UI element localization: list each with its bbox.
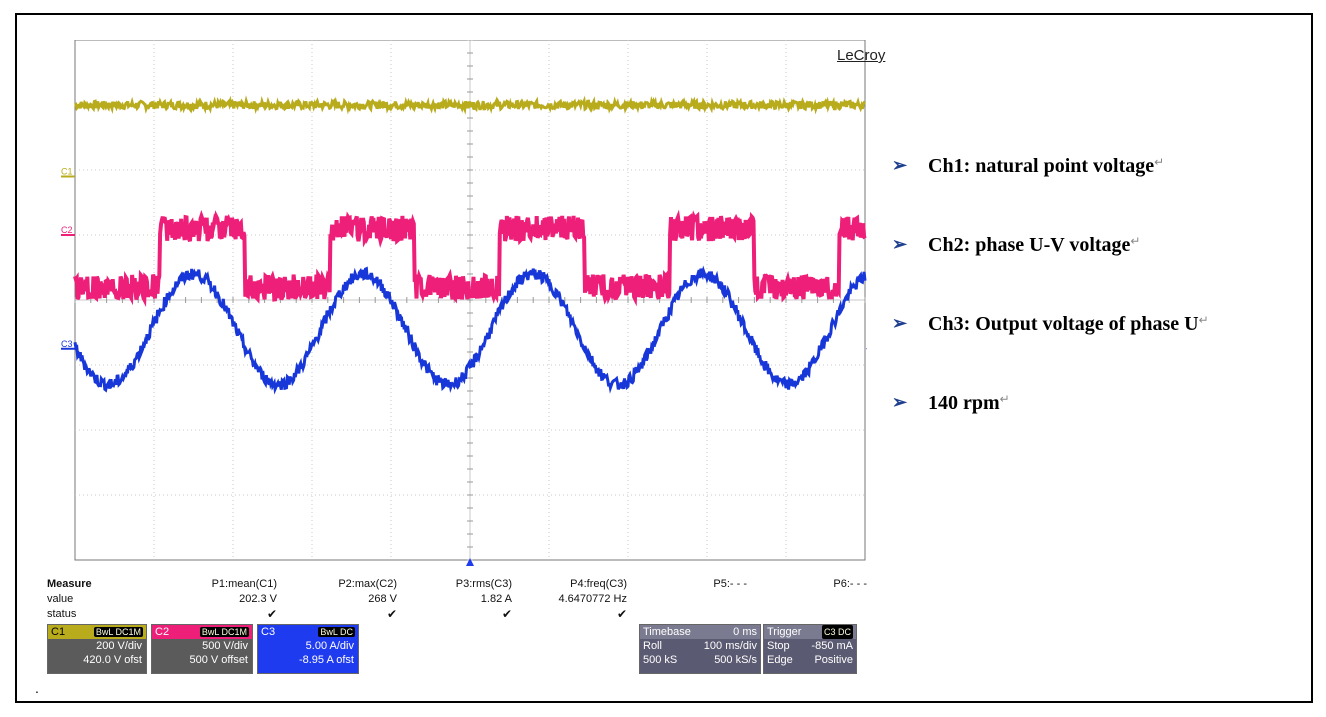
legend-item-rpm: ➢ 140 rpm ↵ bbox=[892, 392, 1209, 471]
measure-row-status: status bbox=[47, 608, 77, 620]
trigger-type: Edge bbox=[767, 654, 793, 666]
lecroy-logo: LeCroy bbox=[837, 47, 886, 64]
measure-table: Measure value status P1:mean(C1) 202.3 V… bbox=[47, 578, 867, 638]
legend-text: Ch2: phase U-V voltage bbox=[928, 234, 1131, 256]
channel-marker-label: C2 bbox=[61, 225, 73, 235]
legend-item-ch1: ➢ Ch1: natural point voltage ↵ bbox=[892, 155, 1209, 234]
channel-box-c1[interactable]: C1 BwL DC1M 200 V/div 420.0 V ofst bbox=[47, 624, 147, 674]
measure-status-p4: ✔ bbox=[616, 607, 627, 621]
measure-col-p2: P2:max(C2) bbox=[338, 578, 397, 590]
trigger-state: Stop bbox=[767, 640, 790, 652]
timebase-rate: 100 ms/div bbox=[703, 640, 757, 652]
trace-c1 bbox=[74, 95, 866, 115]
corner-dot: . bbox=[35, 680, 39, 696]
return-mark: ↵ bbox=[1198, 313, 1209, 327]
arrow-bullet-icon: ➢ bbox=[892, 155, 908, 175]
measure-col-p3: P3:rms(C3) bbox=[455, 578, 512, 590]
channel-id: C3 bbox=[261, 626, 276, 638]
measure-val-p3: 1.82 A bbox=[480, 593, 512, 605]
channel-scale: 500 V/div bbox=[202, 640, 248, 652]
channel-marker-label: C3 bbox=[61, 339, 73, 349]
scope-grid: C1 C2 C3 bbox=[61, 40, 867, 566]
trace-c3 bbox=[73, 265, 867, 395]
channel-box-c2[interactable]: C2 BwL DC1M 500 V/div 500 V offset bbox=[151, 624, 253, 674]
measure-col-p5: P5:- - - bbox=[713, 578, 747, 590]
channel-coupling: BwL DC bbox=[318, 627, 355, 637]
figure-frame: C1 C2 C3 LeCroy Measure value status P1:me… bbox=[15, 13, 1313, 703]
return-mark: ↵ bbox=[1130, 234, 1141, 248]
channel-id: C2 bbox=[155, 626, 170, 638]
measure-status-p1: ✔ bbox=[266, 607, 277, 621]
measure-title: Measure bbox=[47, 578, 92, 590]
measure-val-p1: 202.3 V bbox=[239, 593, 277, 605]
legend-text: 140 rpm bbox=[928, 392, 1000, 414]
measure-col-p6: P6:- - - bbox=[833, 578, 867, 590]
legend-text: Ch1: natural point voltage bbox=[928, 155, 1155, 177]
timebase-sample-rate: 500 kS/s bbox=[714, 654, 757, 666]
channel-scale: 200 V/div bbox=[96, 640, 142, 652]
timebase-label: Timebase bbox=[643, 626, 691, 638]
arrow-bullet-icon: ➢ bbox=[892, 392, 908, 412]
trace-c2 bbox=[73, 209, 867, 307]
trigger-slope: Positive bbox=[814, 654, 853, 666]
trigger-source: C3 DC bbox=[821, 625, 853, 639]
legend-text: Ch3: Output voltage of phase U bbox=[928, 313, 1199, 335]
channel-coupling: BwL DC1M bbox=[93, 627, 143, 637]
return-mark: ↵ bbox=[999, 392, 1010, 406]
legend-item-ch2: ➢ Ch2: phase U-V voltage ↵ bbox=[892, 234, 1209, 313]
legend-item-ch3: ➢ Ch3: Output voltage of phase U ↵ bbox=[892, 313, 1209, 392]
measure-col-p4: P4:freq(C3) bbox=[570, 578, 627, 590]
trigger-level-icon bbox=[866, 348, 867, 350]
timebase-samples: 500 kS bbox=[643, 654, 678, 666]
measure-row-value: value bbox=[47, 593, 74, 605]
measure-val-p2: 268 V bbox=[368, 593, 397, 605]
timebase-delay: 0 ms bbox=[733, 626, 757, 638]
measure-status-p2: ✔ bbox=[386, 607, 397, 621]
trigger-box[interactable]: Trigger C3 DC Stop -850 mA Edge Positive bbox=[763, 624, 857, 674]
measure-status-p3: ✔ bbox=[501, 607, 512, 621]
trigger-level: -850 mA bbox=[811, 640, 853, 652]
channel-offset: 500 V offset bbox=[189, 654, 248, 666]
channel-marker-label: C1 bbox=[61, 167, 73, 177]
arrow-bullet-icon: ➢ bbox=[892, 313, 908, 333]
timebase-mode: Roll bbox=[643, 640, 662, 652]
channel-coupling: BwL DC1M bbox=[199, 627, 249, 637]
arrow-bullet-icon: ➢ bbox=[892, 234, 908, 254]
return-mark: ↵ bbox=[1154, 155, 1165, 169]
channel-offset: -8.95 A ofst bbox=[298, 654, 354, 666]
channel-box-c3[interactable]: C3 BwL DC 5.00 A/div -8.95 A ofst bbox=[257, 624, 359, 674]
legend-list: ➢ Ch1: natural point voltage ↵ ➢ Ch2: pha… bbox=[892, 155, 1209, 471]
channel-offset: 420.0 V ofst bbox=[83, 654, 142, 666]
measure-val-p4: 4.6470772 Hz bbox=[558, 593, 628, 605]
trigger-position-icon bbox=[466, 558, 474, 566]
measure-col-p1: P1:mean(C1) bbox=[211, 578, 277, 590]
channel-id: C1 bbox=[51, 626, 66, 638]
channel-scale: 5.00 A/div bbox=[305, 640, 354, 652]
trigger-label: Trigger bbox=[767, 626, 802, 638]
timebase-box[interactable]: Timebase 0 ms Roll 100 ms/div 500 kS 500… bbox=[639, 624, 761, 674]
